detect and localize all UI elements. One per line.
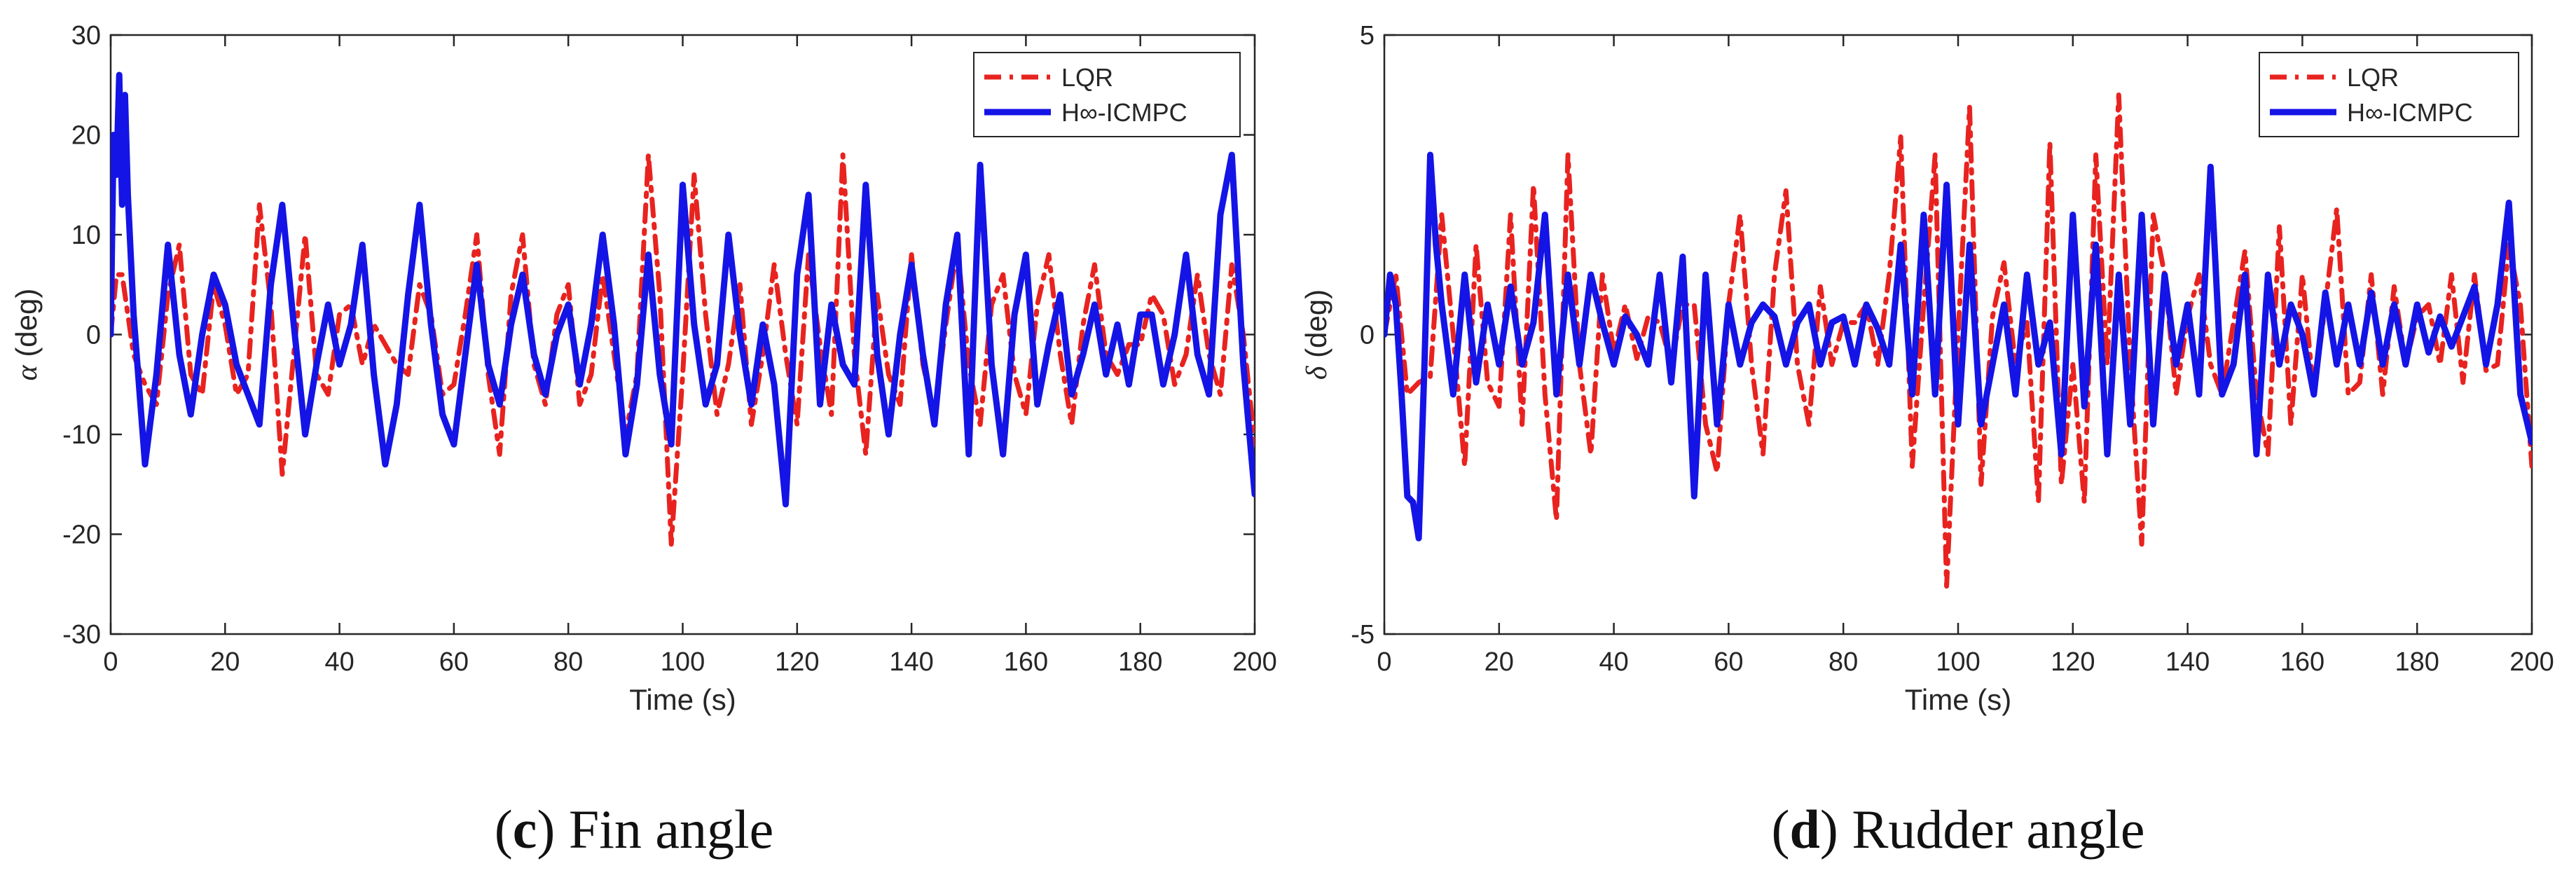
chart-d-y-tick-label: 0: [1360, 321, 1375, 350]
chart-d-x-tick-label: 100: [1936, 647, 1980, 677]
chart-d-caption-letter: d: [1790, 799, 1820, 860]
chart-c-x-tick-label: 60: [439, 647, 469, 677]
chart-c-x-tick-label: 40: [324, 647, 354, 677]
chart-d-x-tick-label: 20: [1485, 647, 1514, 677]
chart-c-caption-letter: c: [513, 799, 537, 860]
chart-d-legend-label-lqr: LQR: [2347, 63, 2399, 92]
chart-c-x-tick-label: 140: [889, 647, 933, 677]
chart-c-y-tick-label: -20: [62, 521, 101, 550]
chart-d-y-axis-symbol: δ: [1301, 365, 1333, 380]
chart-d-legend: LQR H∞-ICMPC: [2259, 52, 2519, 137]
chart-panel-fin-angle: 0 20 40 60 80 100 120 140 160 180 200 -30 -20 -10 0 10 2…: [10, 21, 1277, 860]
chart-d-x-tick-label: 160: [2280, 647, 2324, 677]
chart-c-y-tick-label: 30: [71, 21, 101, 50]
chart-d-x-tick-label: 60: [1714, 647, 1743, 677]
chart-c-x-tick-label: 0: [103, 647, 118, 677]
chart-c-x-tick-label: 20: [210, 647, 240, 677]
chart-d-x-axis-label: Time (s): [1905, 683, 2011, 716]
chart-d-legend-box: [2259, 52, 2519, 137]
chart-c-x-tick-label: 120: [775, 647, 819, 677]
chart-d-series-lqr-line: [1384, 92, 2532, 589]
chart-c-y-tick-label: 20: [71, 121, 101, 151]
chart-c-x-tick-label: 100: [661, 647, 705, 677]
chart-c-y-tick-label: 10: [71, 221, 101, 250]
chart-d-x-tick-label: 80: [1828, 647, 1858, 677]
chart-c-x-tick-label: 200: [1232, 647, 1276, 677]
chart-d-series-hinf-icmpc-line: [1384, 151, 2532, 542]
chart-c-legend: LQR H∞-ICMPC: [973, 52, 1241, 137]
chart-d-x-tick-label: 120: [2051, 647, 2095, 677]
chart-c-y-axis-symbol: α: [11, 364, 43, 380]
chart-c-legend-label-lqr: LQR: [1061, 63, 1113, 92]
chart-d-y-tick-label: -5: [1351, 620, 1375, 649]
chart-c-legend-label-hinf-icmpc: H∞-ICMPC: [1061, 98, 1187, 127]
chart-c-series-hinf-icmpc-line: [111, 71, 1255, 508]
chart-c-x-tick-label: 80: [553, 647, 583, 677]
chart-d-x-tick-label: 200: [2509, 647, 2554, 677]
chart-c-y-axis-unit: (deg): [10, 289, 43, 366]
chart-c-x-tick-label: 160: [1004, 647, 1048, 677]
chart-d-y-tick-label: 5: [1360, 21, 1375, 50]
chart-c-x-axis-label: Time (s): [629, 683, 736, 716]
chart-c-x-tick-label: 180: [1118, 647, 1162, 677]
chart-d-y-axis-label: δ (deg): [1300, 289, 1333, 380]
chart-c-caption-text: Fin angle: [555, 799, 773, 860]
chart-d-x-tick-label: 180: [2395, 647, 2439, 677]
chart-d-caption-text: Rudder angle: [1838, 799, 2145, 860]
chart-d-x-tick-label: 140: [2165, 647, 2210, 677]
chart-c-caption: (c) Fin angle: [495, 799, 774, 860]
chart-d-x-tick-label: 40: [1599, 647, 1628, 677]
chart-c-legend-box: [973, 52, 1241, 137]
chart-c-series-lqr-line: [111, 152, 1255, 547]
chart-c-y-tick-label: 0: [86, 321, 101, 350]
chart-d-legend-label-hinf-icmpc: H∞-ICMPC: [2347, 98, 2473, 127]
chart-d-y-axis-unit: (deg): [1300, 289, 1332, 366]
chart-d-caption: (d) Rudder angle: [1772, 799, 2145, 860]
chart-c-y-tick-label: -30: [62, 620, 101, 649]
chart-c-y-axis-label: α (deg): [10, 289, 43, 381]
chart-d-x-tick-label: 0: [1377, 647, 1391, 677]
chart-c-y-tick-label: -10: [62, 420, 101, 450]
